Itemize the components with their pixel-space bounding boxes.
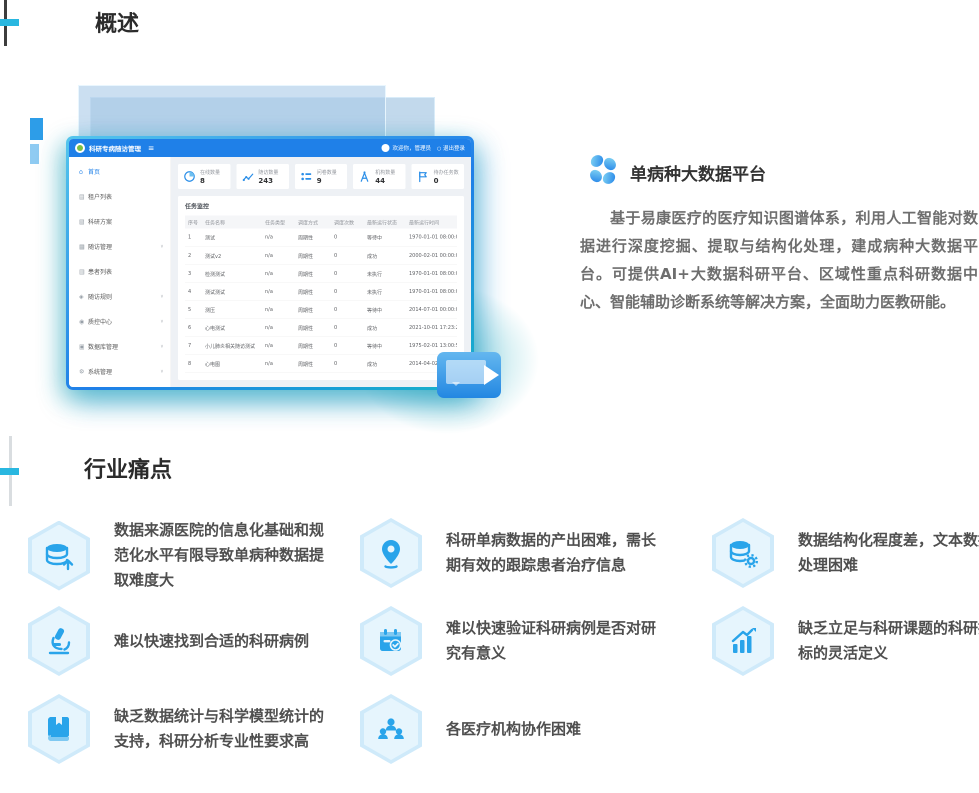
pain-point-item: 缺乏立足与科研课题的科研指标的灵活定义 bbox=[712, 606, 979, 676]
table-row[interactable]: 6 心电测试 n/a 周期性 0 成功 2021-10-01 17:23:21 bbox=[185, 318, 457, 337]
deco-chat-button bbox=[437, 352, 501, 398]
pain-point-item: 数据来源医院的信息化基础和规范化水平有限导致单病种数据提取难度大 bbox=[28, 518, 332, 593]
stat-cards: 在线数量 8 随访数量 243 问卷数量 9 机构数量 44 待 bbox=[178, 164, 464, 189]
followup-mgmt-icon: ▦ bbox=[79, 243, 85, 250]
chart-growth-icon bbox=[731, 628, 756, 653]
hexagon-badge bbox=[360, 606, 422, 676]
welcome-text: 欢迎你，管理员 bbox=[392, 145, 432, 152]
pain-point-item: 各医疗机构协作困难 bbox=[360, 694, 668, 764]
sidebar-item-system-mgmt[interactable]: ⚙ 系统管理 ∨ bbox=[79, 368, 164, 376]
app-logo bbox=[75, 143, 85, 153]
deco-blue-bar-1 bbox=[30, 118, 43, 140]
hexagon-badge bbox=[28, 606, 90, 676]
stat-card-institutions: 机构数量 44 bbox=[353, 164, 406, 189]
stat-card-questionnaires: 问卷数量 9 bbox=[294, 164, 348, 189]
pain-point-item: 科研单病数据的产出困难，需长期有效的跟踪患者治疗信息 bbox=[360, 518, 668, 588]
task-table: 序号 任务名称 任务类型 调度方式 调度次数 最新运行状态 最新运行时间 1 测试 n/a 周期性… bbox=[185, 215, 457, 373]
hexagon-badge bbox=[360, 518, 422, 588]
sidebar-item-database-mgmt[interactable]: ▣ 数据库管理 ∨ bbox=[79, 343, 164, 351]
overview-heading: 概述 bbox=[95, 12, 140, 37]
database-up-icon bbox=[45, 543, 74, 570]
chevron-down-icon: ∨ bbox=[160, 344, 164, 349]
chevron-down-icon: ∨ bbox=[160, 294, 164, 299]
book-icon bbox=[48, 717, 69, 741]
table-row[interactable]: 4 测试测试 n/a 周期性 0 未执行 1970-01-01 08:00:00 bbox=[185, 282, 457, 301]
list-icon bbox=[301, 172, 312, 181]
research-plan-icon: ▧ bbox=[79, 218, 85, 225]
pain-point-item: 数据结构化程度差，文本数据处理困难 bbox=[712, 518, 979, 588]
tower-icon bbox=[360, 171, 369, 182]
logout-button[interactable]: 退出登录 bbox=[437, 144, 465, 152]
dashboard-header: 科研专病随访管理 ≡ 欢迎你，管理员 退出登录 bbox=[69, 139, 471, 157]
avatar bbox=[381, 144, 390, 152]
pain-heading: 行业痛点 bbox=[84, 458, 173, 483]
table-row[interactable]: 2 测试v2 n/a 周期性 0 成功 2000-02-01 00:00:00 bbox=[185, 246, 457, 265]
sidebar-item-followup-mgmt[interactable]: ▦ 随访管理 ∨ bbox=[79, 243, 164, 251]
hexagon-badge bbox=[28, 520, 90, 591]
pain-point-item: 难以快速验证科研病例是否对研究有意义 bbox=[360, 606, 668, 676]
sidebar-item-qc-center[interactable]: ◉ 质控中心 ∨ bbox=[79, 318, 164, 326]
stat-card-pending-tasks: 待办任务数量0 bbox=[411, 164, 464, 189]
patients-icon: ▥ bbox=[79, 268, 85, 275]
feature-title: 单病种大数据平台 bbox=[630, 165, 766, 185]
table-header-row: 序号 任务名称 任务类型 调度方式 调度次数 最新运行状态 最新运行时间 bbox=[185, 215, 457, 229]
panel-title: 任务监控 bbox=[185, 203, 210, 210]
stat-card-online: 在线数量 8 bbox=[178, 164, 231, 189]
task-monitor-panel: 任务监控 序号 任务名称 任务类型 调度方式 调度次数 最新运行状态 最新运行时间 1 测试 n… bbox=[178, 196, 464, 380]
followup-rules-icon: ◈ bbox=[79, 293, 84, 300]
hexagon-badge bbox=[712, 606, 774, 676]
chart-icon bbox=[242, 173, 254, 182]
arrow-right-icon bbox=[484, 365, 499, 385]
dashboard-window: 科研专病随访管理 ≡ 欢迎你，管理员 退出登录 ⌂首页 ▤租户列表 ▧科研方案 … bbox=[66, 136, 474, 390]
sidebar-item-tenants[interactable]: ▤ 租户列表 bbox=[79, 193, 113, 201]
table-row[interactable]: 8 心电图 n/a 周期性 0 成功 2014-04-02 00:00:00 bbox=[185, 354, 457, 373]
feature-paragraph: 基于易康医疗的医疗知识图谱体系，利用人工智能对数据进行深度挖掘、提取与结构化处理… bbox=[580, 209, 978, 311]
sidebar-item-home[interactable]: ⌂ 首页 bbox=[79, 168, 101, 176]
microscope-icon bbox=[48, 628, 71, 655]
sidebar-item-followup-rules[interactable]: ◈ 随访规则 ∨ bbox=[79, 293, 164, 301]
section-accent-dash bbox=[0, 19, 19, 26]
calendar-check-icon bbox=[380, 629, 402, 651]
sidebar: ⌂ 首页 ▤ 租户列表 ▧ 科研方案 ▦ 随访管理 ∨ ▥ 患者列表 ◈ 随访规则 ∨ ◉ 质控中… bbox=[69, 157, 171, 387]
map-pin-icon bbox=[382, 540, 400, 569]
pain-point-item: 难以快速找到合适的科研病例 bbox=[28, 606, 332, 676]
section-accent-dash bbox=[0, 468, 19, 475]
chat-bubble-icon bbox=[446, 360, 486, 386]
deco-blue-bar-2 bbox=[30, 144, 39, 164]
stat-card-followups: 随访数量 243 bbox=[236, 164, 289, 189]
gear-icon: ⚙ bbox=[79, 368, 85, 375]
pinwheel-icon bbox=[590, 155, 616, 184]
database-gear-icon bbox=[729, 541, 759, 569]
pain-point-item: 缺乏数据统计与科学模型统计的支持，科研分析专业性要求高 bbox=[28, 694, 332, 764]
tenants-icon: ▤ bbox=[79, 193, 85, 200]
chevron-down-icon: ∨ bbox=[160, 319, 164, 324]
table-row[interactable]: 3 检测测试 n/a 周期性 0 未执行 1970-01-01 08:00:00 bbox=[185, 264, 457, 283]
database-mgmt-icon: ▣ bbox=[79, 343, 85, 350]
hexagon-badge bbox=[360, 694, 422, 764]
chevron-down-icon: ∨ bbox=[160, 369, 164, 374]
hexagon-badge bbox=[28, 694, 90, 764]
hexagon-badge bbox=[712, 518, 774, 588]
table-row[interactable]: 1 测试 n/a 周期性 0 等待中 1970-01-01 08:00:00 bbox=[185, 228, 457, 247]
sidebar-item-patients[interactable]: ▥ 患者列表 bbox=[79, 268, 113, 276]
app-title: 科研专病随访管理 bbox=[89, 145, 142, 153]
table-row[interactable]: 5 测压 n/a 周期性 0 等待中 2014-07-01 00:00:00 bbox=[185, 300, 457, 319]
collapse-menu-icon[interactable]: ≡ bbox=[148, 143, 155, 153]
home-icon: ⌂ bbox=[79, 168, 83, 175]
sidebar-item-research-plan[interactable]: ▧ 科研方案 bbox=[79, 218, 113, 226]
pie-icon bbox=[184, 171, 195, 182]
table-row[interactable]: 7 小儿肺炎相关随访测试 n/a 周期性 0 等待中 1975-02-01 13:00:57 bbox=[185, 336, 457, 355]
chevron-down-icon: ∨ bbox=[160, 244, 164, 249]
qc-center-icon: ◉ bbox=[79, 318, 85, 325]
people-icon bbox=[378, 718, 404, 739]
flag-icon bbox=[419, 171, 427, 183]
